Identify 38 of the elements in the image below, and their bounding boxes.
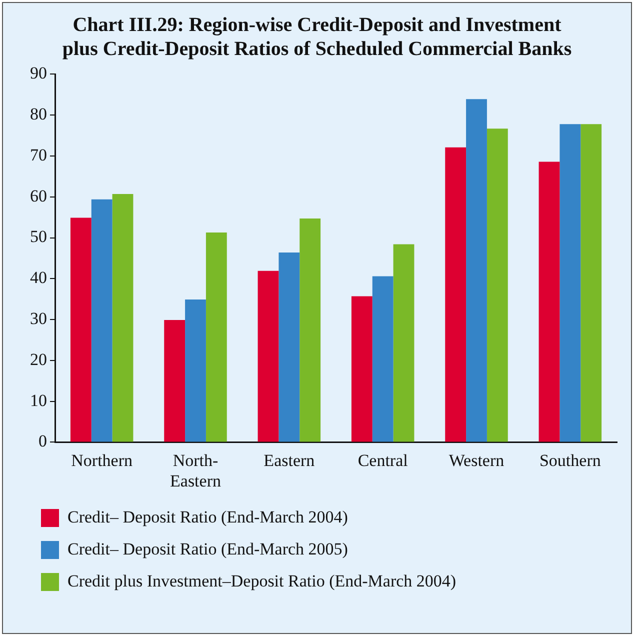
- bar: [560, 124, 581, 442]
- x-tick-label: Eastern: [264, 450, 316, 470]
- legend-label: Credit– Deposit Ratio (End-March 2004): [68, 507, 348, 526]
- bar: [372, 276, 394, 442]
- bar: [351, 296, 372, 442]
- y-tick-label: 50: [30, 227, 47, 246]
- x-tick-label: Northern: [71, 450, 134, 470]
- bar: [278, 252, 300, 442]
- y-tick-label: 10: [30, 390, 47, 410]
- bar: [91, 199, 112, 442]
- x-tick-label: Central: [358, 450, 408, 470]
- chart-title: Chart III.29: Region-wise Credit-Deposit and Investment plus Credit-Deposit Ratios of Scheduled Commercial Banks: [61, 13, 573, 61]
- bar: [258, 270, 279, 442]
- y-tick-label: 80: [30, 104, 47, 124]
- bar: [206, 232, 227, 442]
- bar: [445, 147, 466, 442]
- bar: [112, 194, 134, 442]
- x-tick-label: North-Eastern: [170, 450, 222, 490]
- y-tick-label: 60: [30, 186, 47, 206]
- legend-label: Credit– Deposit Ratio (End-March 2005): [68, 539, 348, 558]
- y-tick-label: 40: [30, 268, 47, 288]
- y-tick-label: 70: [30, 145, 47, 164]
- bar: [580, 124, 602, 442]
- legend-label: Credit plus Investment–Deposit Ratio (End-March 2004): [68, 571, 456, 590]
- bar: [300, 218, 321, 442]
- bar: [393, 244, 414, 442]
- bar: [185, 300, 206, 442]
- x-tick-label: Southern: [539, 450, 602, 470]
- bar: [538, 162, 560, 442]
- bar: [70, 218, 92, 442]
- bar: [466, 99, 487, 442]
- bar: [164, 320, 186, 442]
- y-tick-label: 20: [30, 350, 47, 369]
- y-tick-label: 0: [38, 432, 47, 451]
- bar: [486, 128, 508, 442]
- y-tick-label: 30: [30, 309, 47, 328]
- y-tick-label: 90: [30, 64, 47, 83]
- x-tick-label: Western: [448, 450, 505, 470]
